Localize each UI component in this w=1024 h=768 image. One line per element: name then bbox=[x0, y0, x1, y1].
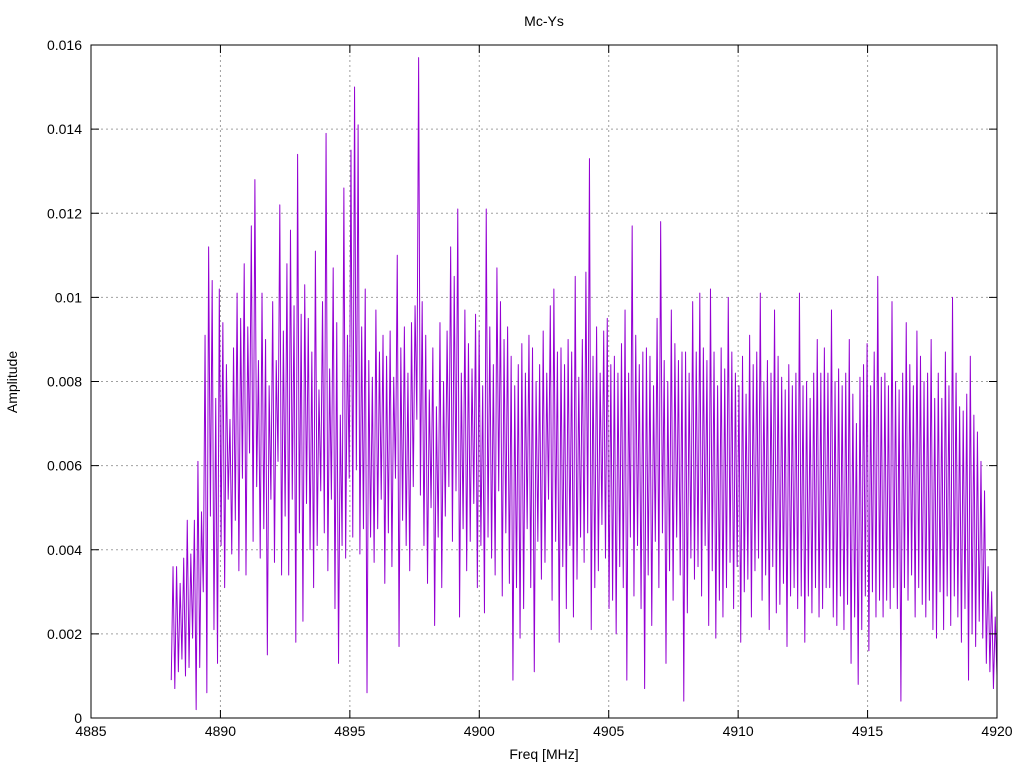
chart-title: Mc-Ys bbox=[524, 13, 564, 29]
x-tick-label: 4920 bbox=[981, 723, 1012, 739]
data-layer bbox=[170, 57, 998, 711]
y-tick-label: 0.004 bbox=[47, 542, 82, 558]
y-tick-label: 0.002 bbox=[47, 626, 82, 642]
x-tick-label: 4885 bbox=[75, 723, 106, 739]
y-tick-label: 0.006 bbox=[47, 458, 82, 474]
y-tick-label: 0.008 bbox=[47, 374, 82, 390]
x-tick-label: 4890 bbox=[205, 723, 236, 739]
y-tick-label: 0.012 bbox=[47, 205, 82, 221]
y-tick-label: 0.014 bbox=[47, 121, 82, 137]
y-tick-label: 0 bbox=[74, 710, 82, 726]
x-tick-label: 4910 bbox=[723, 723, 754, 739]
x-tick-label: 4895 bbox=[334, 723, 365, 739]
x-tick-label: 4900 bbox=[464, 723, 495, 739]
x-axis-label: Freq [MHz] bbox=[509, 746, 578, 762]
x-tick-label: 4905 bbox=[593, 723, 624, 739]
tick-labels: 4885 4890 4895 4900 4905 4910 4915 4920 0 0.002 0.… bbox=[47, 37, 1013, 739]
y-axis-label: Amplitude bbox=[4, 351, 20, 413]
y-tick-label: 0.01 bbox=[55, 289, 82, 305]
x-tick-label: 4915 bbox=[852, 723, 883, 739]
series-line bbox=[170, 57, 998, 711]
ticks bbox=[90, 44, 998, 719]
y-tick-label: 0.016 bbox=[47, 37, 82, 53]
